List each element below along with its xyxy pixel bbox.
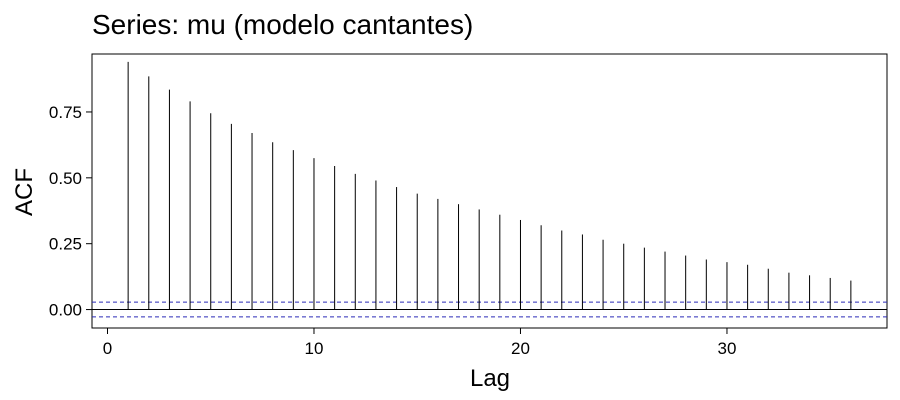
- y-tick-label: 0.25: [49, 235, 82, 254]
- x-axis: 0 10 20 30: [103, 328, 737, 358]
- plot-frame: [91, 53, 888, 329]
- x-axis-title: Lag: [470, 365, 510, 392]
- y-tick-label: 0.75: [49, 103, 82, 122]
- acf-bars: [127, 61, 852, 310]
- y-tick-label: 0.50: [49, 169, 82, 188]
- x-tick-label: 0: [103, 339, 112, 358]
- y-axis-title: ACF: [11, 168, 38, 216]
- reference-lines: [92, 301, 887, 318]
- x-tick-label: 20: [511, 339, 530, 358]
- y-axis: 0.00 0.25 0.50 0.75: [49, 103, 92, 320]
- x-tick-label: 10: [305, 339, 324, 358]
- x-tick-label: 30: [718, 339, 737, 358]
- chart-title: Series: mu (modelo cantantes): [92, 9, 473, 40]
- y-tick-label: 0.00: [49, 301, 82, 320]
